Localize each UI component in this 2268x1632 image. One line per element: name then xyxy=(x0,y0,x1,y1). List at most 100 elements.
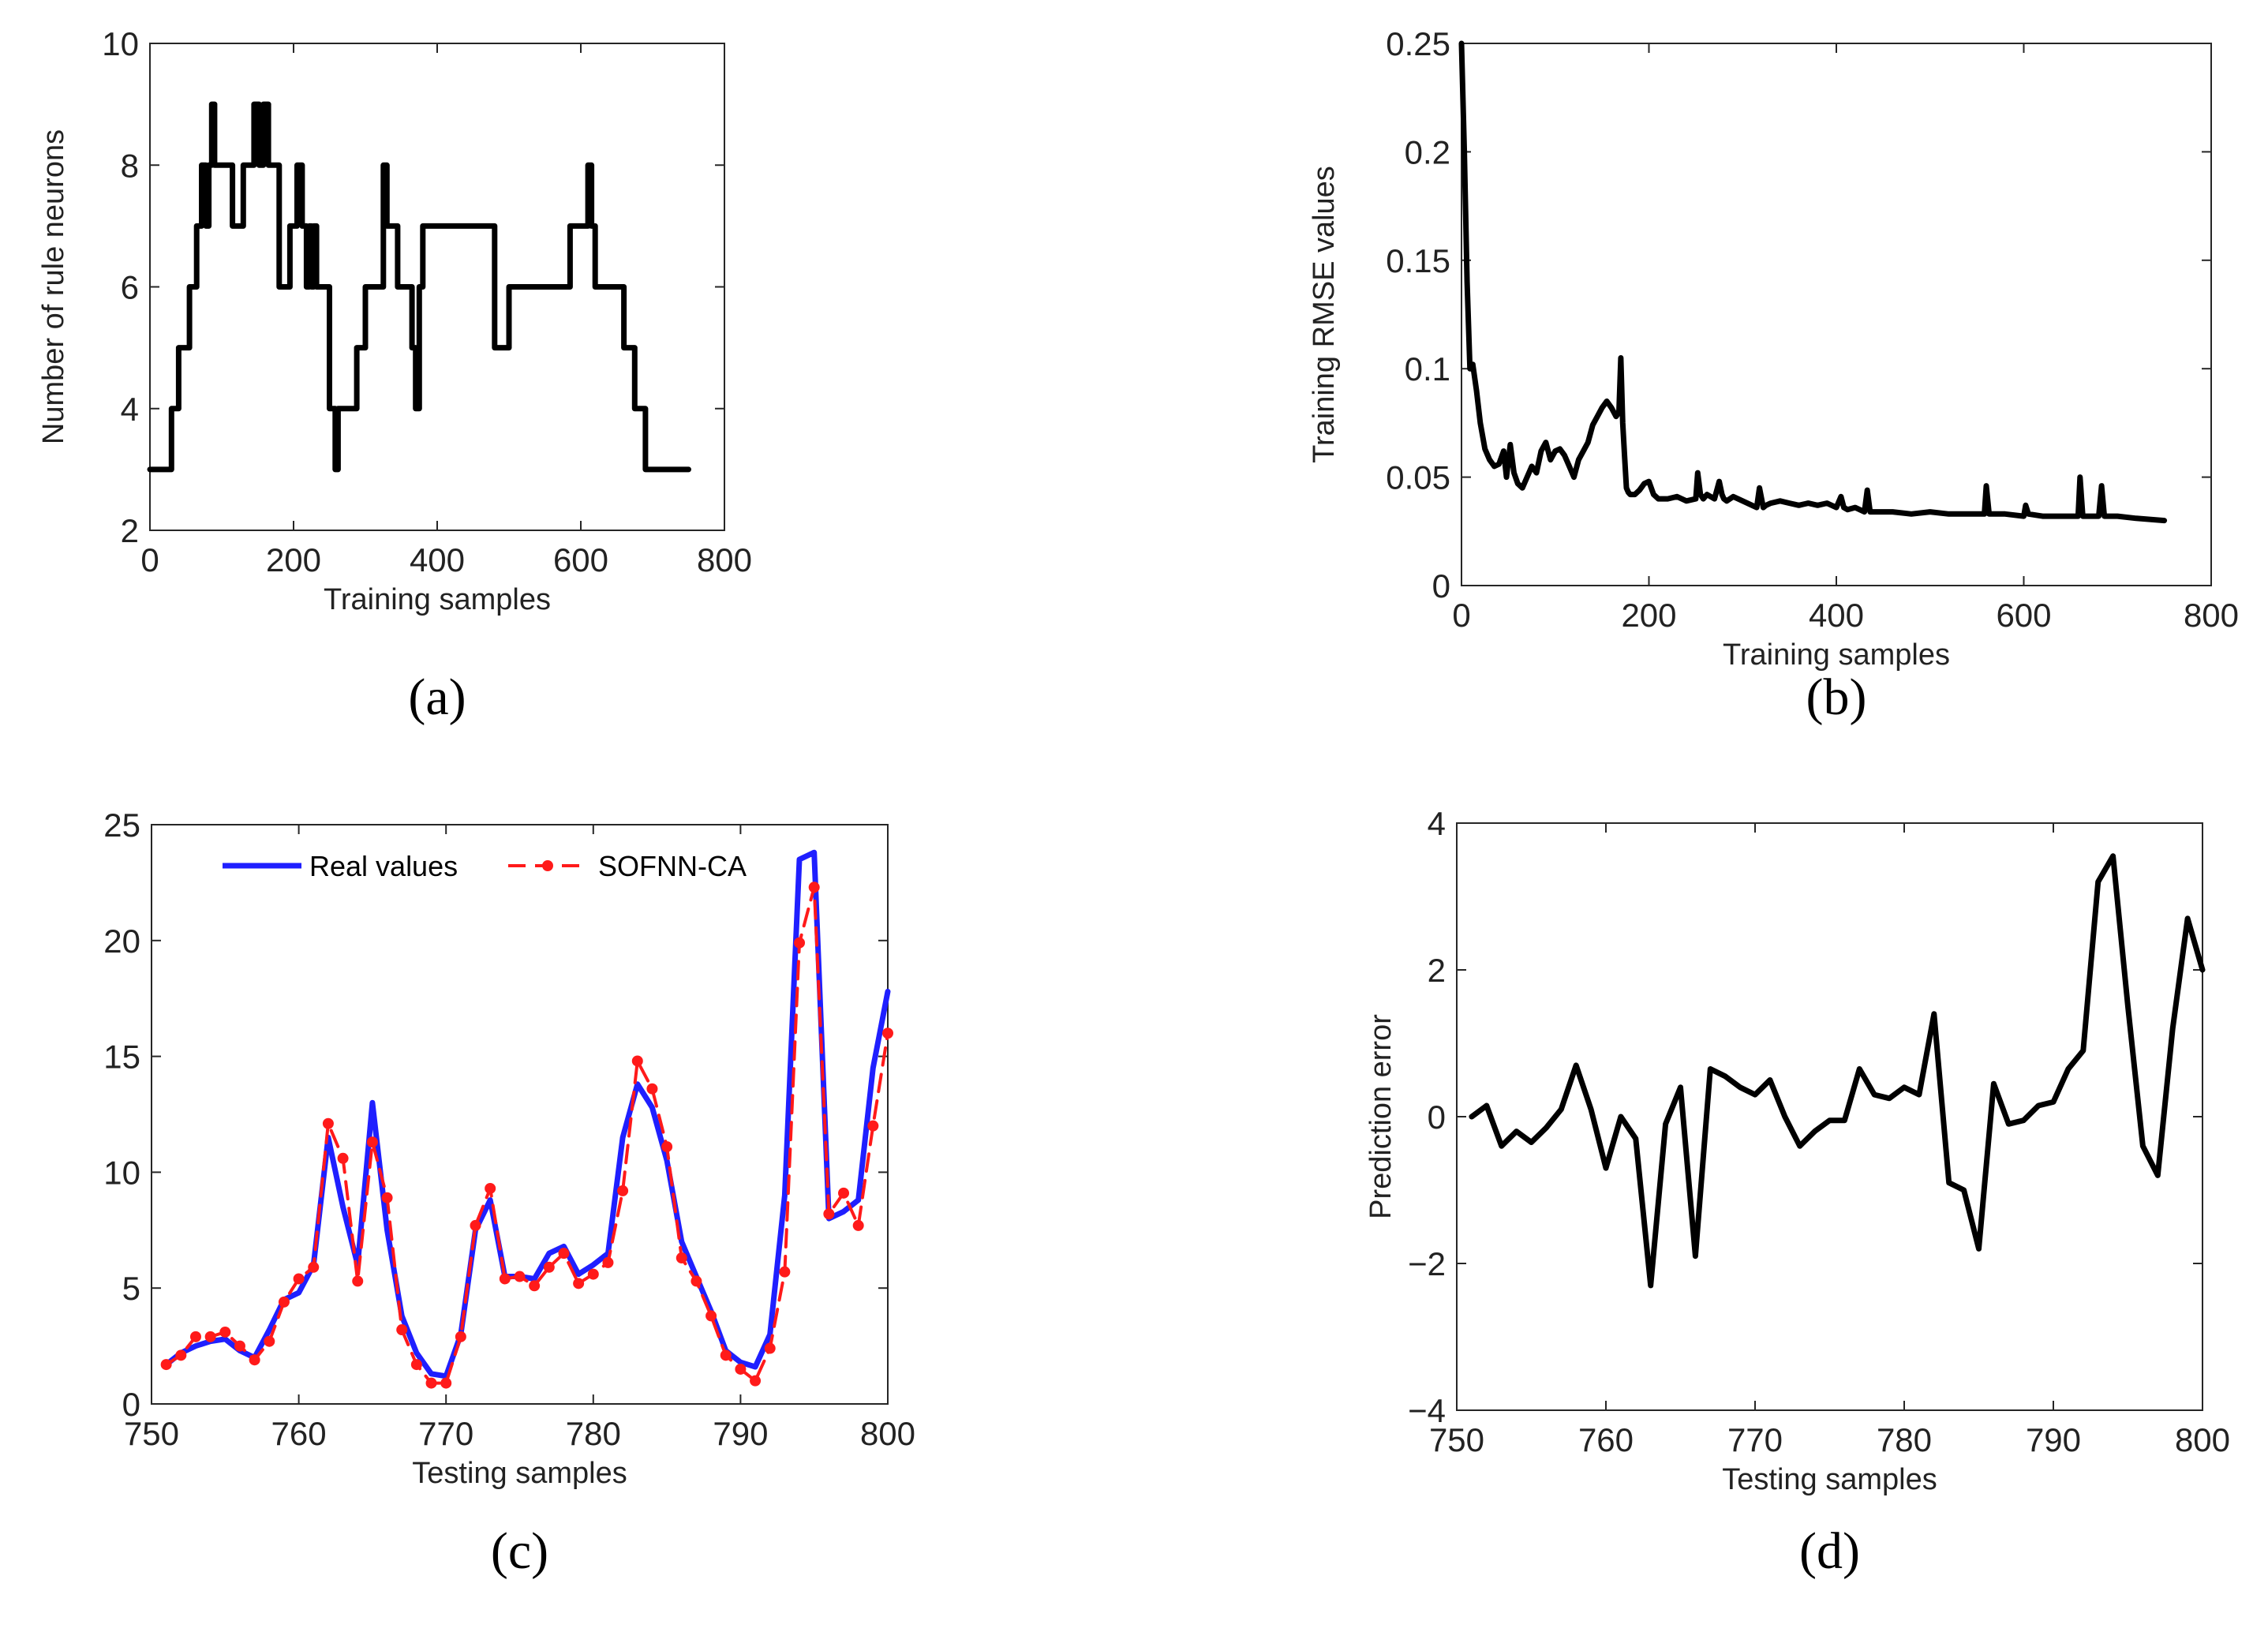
data-point xyxy=(676,1252,687,1264)
x-axis-label: Training samples xyxy=(1723,638,1950,672)
plot-frame xyxy=(1456,822,2203,1411)
panel-label: (b) xyxy=(1806,668,1867,726)
chart-a: 0 200 400 600 800 2 4 6 8 10 Training samples Numbe… xyxy=(37,25,752,726)
data-point xyxy=(852,1219,864,1231)
x-tick-label: 200 xyxy=(1621,597,1676,634)
chart-d: 750 760 770 780 790 800 −4 −2 0 2 4 Testing samples… xyxy=(1364,805,2230,1580)
x-tick-label: 800 xyxy=(2175,1421,2230,1458)
data-point xyxy=(499,1273,511,1285)
data-point xyxy=(794,937,806,949)
data-point xyxy=(455,1331,466,1342)
y-axis-label: Training RMSE values xyxy=(1308,166,1341,463)
y-axis-label: Number of rule neurons xyxy=(37,129,70,444)
y-tick-label: 8 xyxy=(121,147,139,184)
series-line-sofnn-ca xyxy=(164,885,889,1385)
y-tick-label: −4 xyxy=(1408,1392,1446,1429)
data-point xyxy=(587,1268,599,1280)
data-point xyxy=(646,1083,658,1095)
x-tick-label: 770 xyxy=(1727,1421,1783,1458)
data-point xyxy=(691,1275,702,1287)
data-point xyxy=(558,1248,570,1260)
x-axis-label: Testing samples xyxy=(1722,1463,1937,1496)
data-point xyxy=(485,1182,496,1194)
y-tick-label: 0.05 xyxy=(1386,459,1450,496)
panel-label: (d) xyxy=(1799,1522,1860,1580)
y-tick-label: 20 xyxy=(103,923,140,960)
y-tick-label: 6 xyxy=(121,269,139,306)
data-point xyxy=(838,1187,850,1199)
data-point xyxy=(735,1363,747,1375)
x-tick-label: 0 xyxy=(140,541,159,578)
data-point xyxy=(322,1117,334,1129)
x-tick-label: 400 xyxy=(410,541,465,578)
data-point xyxy=(750,1375,762,1387)
y-tick-label: 0.2 xyxy=(1405,133,1450,170)
data-point xyxy=(337,1152,349,1164)
y-tick-label: 0 xyxy=(1428,1099,1446,1136)
y-tick-label: 5 xyxy=(122,1270,140,1307)
data-point xyxy=(234,1340,245,1352)
y-tick-label: 15 xyxy=(103,1039,140,1076)
data-point xyxy=(410,1359,422,1371)
x-tick-label: 780 xyxy=(1877,1421,1932,1458)
x-tick-label: 400 xyxy=(1809,597,1864,634)
x-tick-label: 800 xyxy=(697,541,752,578)
y-tick-label: 4 xyxy=(121,391,139,428)
data-point xyxy=(882,1027,893,1039)
x-tick-label: 800 xyxy=(860,1415,915,1452)
series-line-prediction-error xyxy=(1469,853,2206,1289)
x-axis-label: Testing samples xyxy=(412,1457,627,1490)
data-point xyxy=(204,1331,216,1342)
legend-label: SOFNN-CA xyxy=(598,850,747,882)
data-point xyxy=(470,1219,481,1231)
x-tick-label: 750 xyxy=(1429,1421,1484,1458)
data-point xyxy=(823,1208,835,1220)
data-point xyxy=(867,1120,879,1132)
legend-label: Real values xyxy=(309,850,458,882)
data-point xyxy=(189,1331,201,1342)
x-tick-label: 790 xyxy=(713,1415,768,1452)
x-tick-label: 780 xyxy=(566,1415,621,1452)
data-point xyxy=(366,1136,378,1148)
x-tick-label: 600 xyxy=(1996,597,2051,634)
y-tick-label: 10 xyxy=(103,1154,140,1191)
data-point xyxy=(705,1310,717,1322)
panel-label: (c) xyxy=(491,1522,548,1580)
x-axis-label: Training samples xyxy=(324,583,551,616)
data-point xyxy=(352,1275,364,1287)
legend: Real values SOFNN-CA xyxy=(223,850,747,882)
x-tick-label: 750 xyxy=(124,1415,179,1452)
data-point xyxy=(160,1359,172,1371)
panel-label: (a) xyxy=(408,668,466,726)
plot-frame xyxy=(151,824,889,1405)
data-point xyxy=(661,1141,673,1153)
data-point xyxy=(514,1271,526,1282)
data-point xyxy=(617,1185,629,1196)
data-point xyxy=(396,1324,408,1336)
data-point xyxy=(440,1377,452,1389)
x-tick-label: 770 xyxy=(418,1415,473,1452)
y-tick-label: 0.1 xyxy=(1405,350,1450,387)
chart-b: 0 200 400 600 800 0 0.05 0.1 0.15 0.2 0.25 Training… xyxy=(1308,25,2239,726)
y-tick-label: 0 xyxy=(1432,567,1450,605)
y-tick-label: 2 xyxy=(121,512,139,549)
y-axis-label: Prediction error xyxy=(1364,1014,1398,1219)
data-point xyxy=(529,1280,541,1292)
x-tick-label: 0 xyxy=(1452,597,1470,634)
y-tick-label: 2 xyxy=(1428,952,1446,989)
y-tick-label: 0 xyxy=(122,1386,140,1423)
data-point xyxy=(425,1377,437,1389)
data-point xyxy=(808,882,820,893)
x-tick-label: 760 xyxy=(271,1415,327,1452)
data-point xyxy=(175,1349,187,1361)
plot-frame xyxy=(149,43,725,531)
data-point xyxy=(602,1256,614,1268)
data-point xyxy=(631,1055,643,1067)
data-point xyxy=(381,1192,393,1203)
x-tick-label: 760 xyxy=(1578,1421,1634,1458)
data-point xyxy=(764,1342,776,1354)
y-tick-label: −2 xyxy=(1408,1245,1446,1282)
series-line-training-rmse xyxy=(1458,40,2168,524)
data-point xyxy=(308,1261,320,1273)
